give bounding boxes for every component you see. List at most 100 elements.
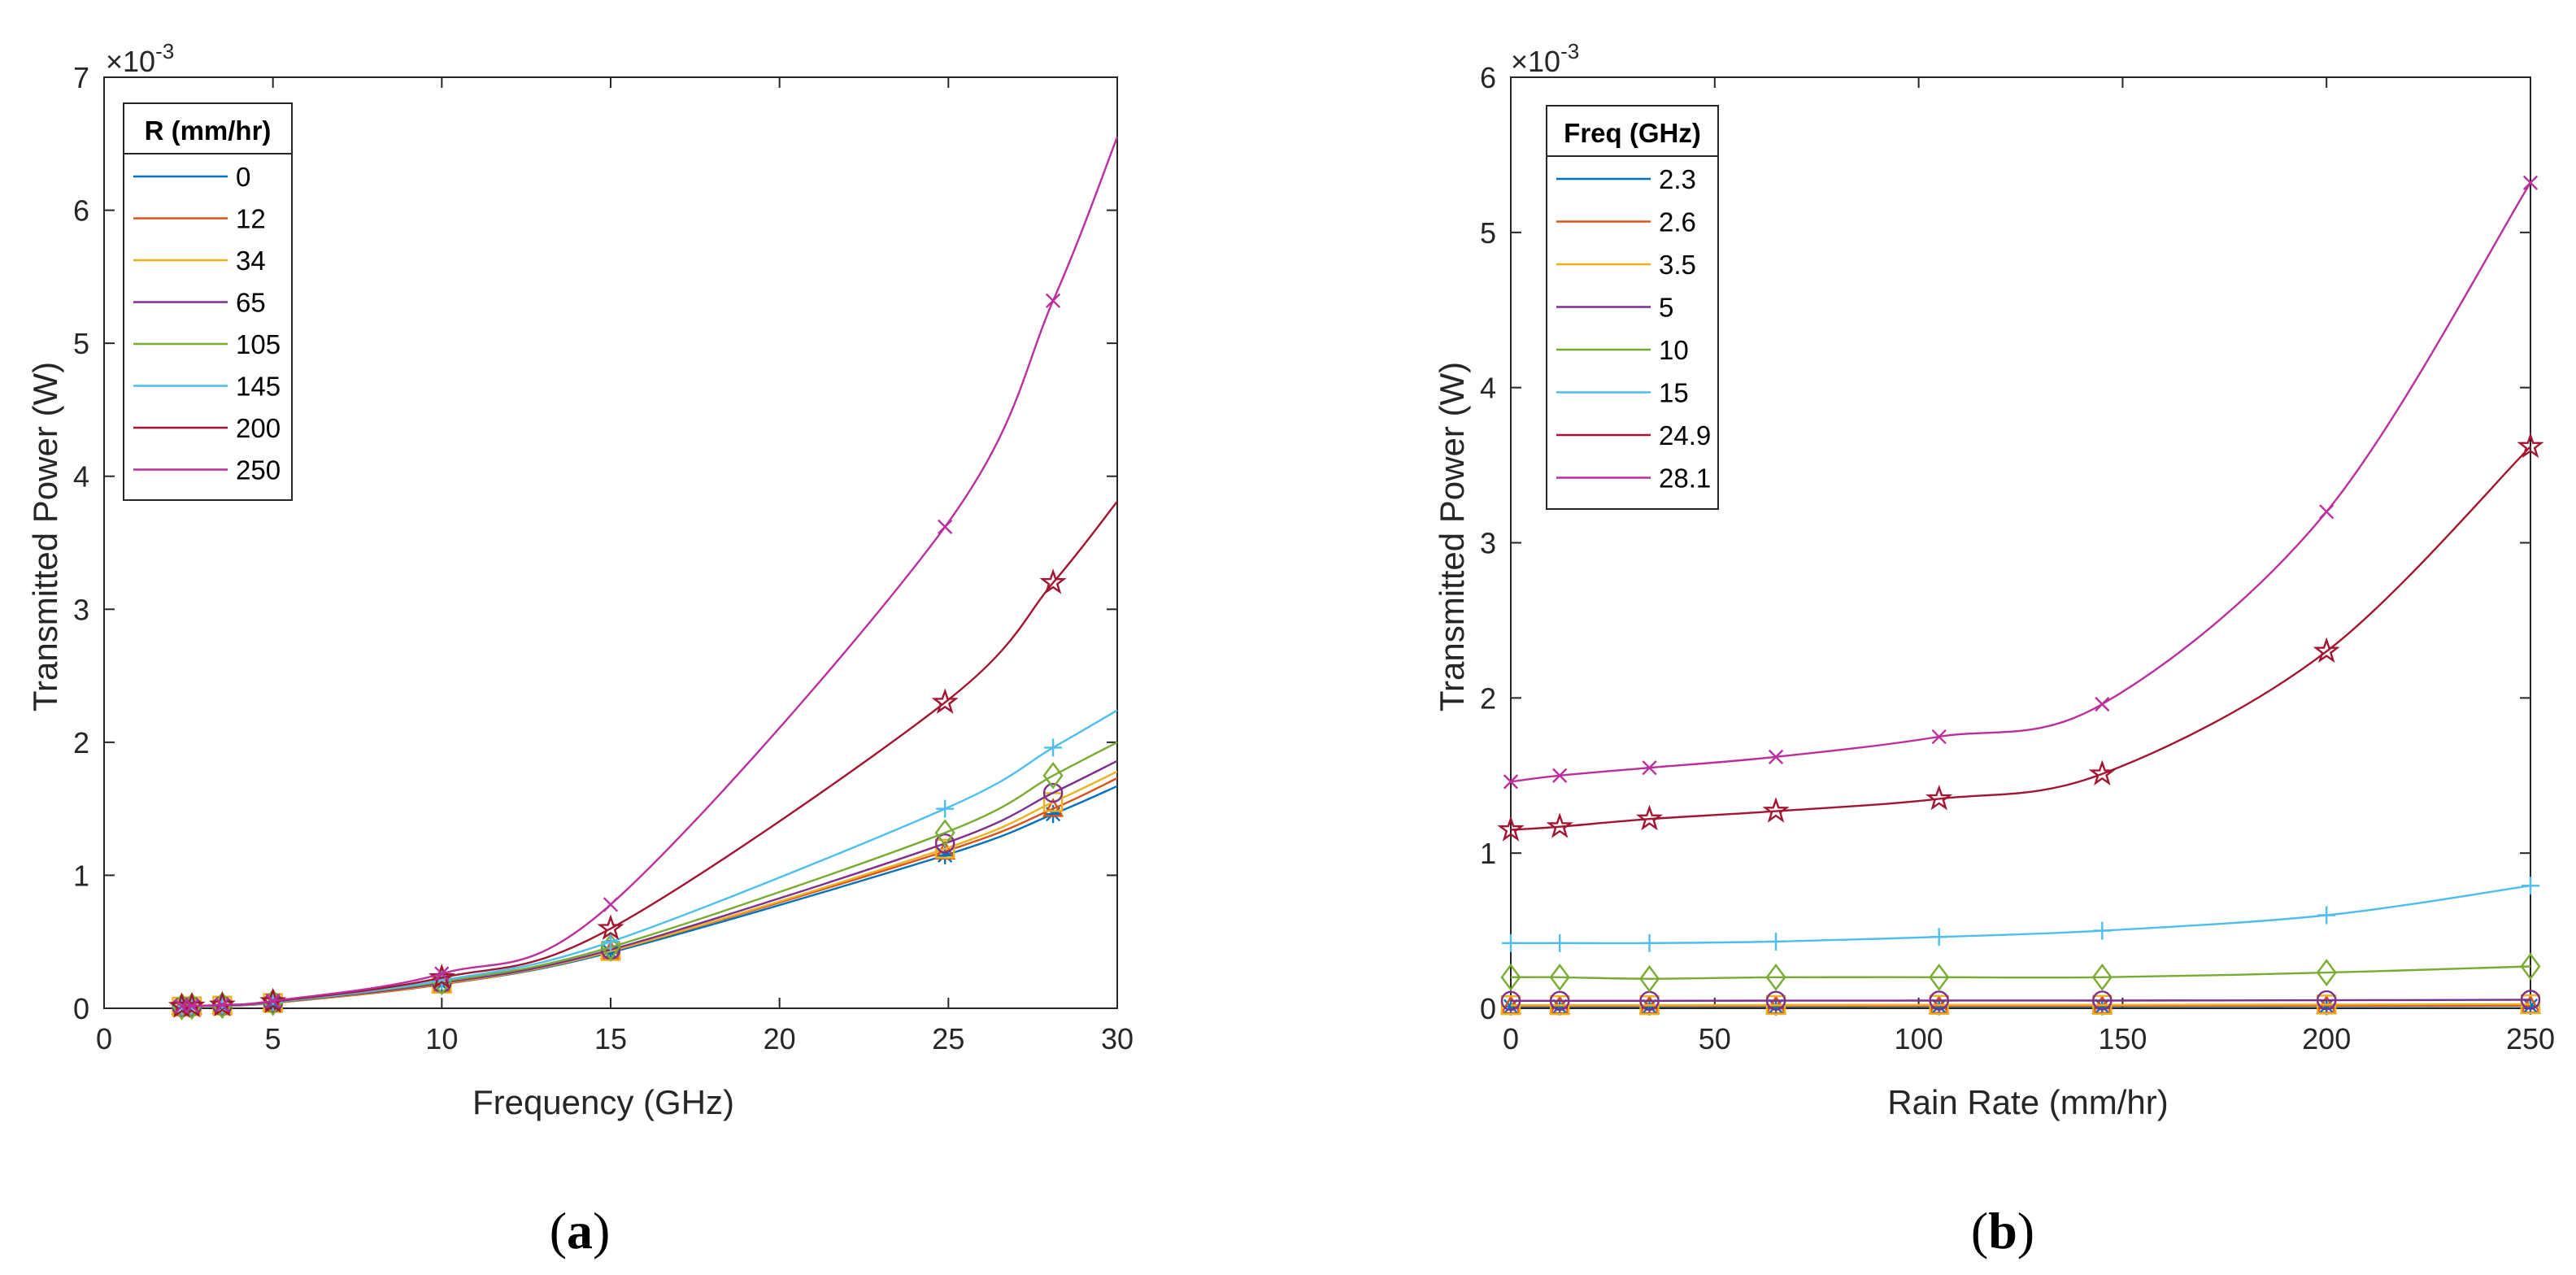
chart-b-data-point: [1640, 933, 1659, 952]
chart-b-legend-label: 28.1: [1659, 463, 1711, 494]
chart-b-data-point: [2319, 504, 2334, 520]
chart-b-y-tick-label: 6: [1480, 61, 1496, 94]
chart-b-data-point: [1642, 760, 1657, 776]
chart-a-data-point: [938, 519, 953, 534]
chart-b-data-point: [1549, 963, 1570, 991]
chart-a-x-tick-label: 5: [265, 1022, 281, 1055]
chart-a-data-point: [934, 819, 955, 846]
chart-a-data-point: [936, 799, 955, 818]
chart-b-data-point: [2095, 696, 2110, 712]
chart-b-y-exponent: ×10-3: [1511, 39, 1579, 78]
chart-b-data-point: [1549, 990, 1570, 1012]
chart-b-data-point: [1931, 729, 1947, 745]
chart-b-data-point: [2317, 906, 2336, 925]
chart-b-data-point: [2091, 963, 2113, 991]
chart-a-legend-label: 34: [236, 246, 266, 276]
chart-b-data-point: [1765, 963, 1786, 991]
chart-b-legend-label: 2.3: [1659, 164, 1696, 194]
chart-a-data-point: [931, 688, 959, 714]
chart-b-data-point: [1639, 994, 1660, 1016]
chart-b-data-point: [2517, 432, 2544, 459]
chart-b-data-point: [2092, 990, 2113, 1011]
chart-a-x-tick-label: 0: [96, 1022, 112, 1055]
chart-b-data-point: [2316, 959, 2337, 986]
chart-b-data-point: [1502, 933, 1520, 952]
chart-a-y-tick-label: 1: [73, 859, 89, 892]
chart-b-data-point: [1551, 933, 1569, 952]
chart-b-panel-label: (b): [1971, 1202, 2034, 1260]
chart-b: 0 50 100 150 200 250 0 1 2 3 4 5 6 Freq (GHz) 2.3 2.6 3.…: [1433, 39, 2555, 1260]
chart-b-series-line: [1510, 182, 2532, 783]
chart-a-legend-label: 200: [236, 413, 281, 443]
chart-a-data-point: [602, 933, 620, 951]
chart-b-data-point: [1762, 797, 1790, 823]
chart-b-legend-label: 10: [1659, 335, 1689, 365]
chart-a-y-axis-label: Transmitted Power (W): [26, 362, 64, 711]
chart-a-data-point: [603, 897, 619, 912]
chart-b-data-point: [1500, 990, 1521, 1012]
chart-b-data-point: [1765, 990, 1786, 1011]
chart-b-x-axis-label: Rain Rate (mm/hr): [1887, 1083, 2168, 1121]
chart-b-x-tick-label: 50: [1699, 1022, 1731, 1055]
chart-b-data-point: [1929, 963, 1950, 991]
chart-a-y-tick-label: 0: [73, 992, 89, 1025]
chart-a-y-tick-label: 5: [73, 327, 89, 360]
chart-a-y-tick-label: 3: [73, 593, 89, 626]
chart-b-x-tick-label: 150: [2098, 1022, 2147, 1055]
chart-a-x-tick-label: 15: [594, 1022, 627, 1055]
chart-b-data-point: [2520, 952, 2541, 981]
chart-b-data-point: [1639, 964, 1660, 993]
chart-b-data-point: [2316, 994, 2337, 1015]
chart-a-data-point: [1045, 293, 1061, 308]
chart-a-legend-label: 65: [236, 288, 266, 318]
chart-a-data-point: [1044, 738, 1063, 757]
chart-b-y-tick-label: 0: [1480, 992, 1496, 1025]
chart-b-data-point: [2088, 759, 2116, 785]
chart-a-data-point: [1044, 805, 1063, 824]
chart-b-data-point: [1636, 804, 1664, 831]
chart-b-y-tick-label: 4: [1480, 372, 1496, 405]
chart-b-data-point: [1500, 994, 1521, 1016]
chart-b-legend-title: Freq (GHz): [1564, 118, 1701, 148]
chart-b-legend-label: 2.6: [1659, 207, 1696, 237]
chart-b-x-tick-label: 100: [1895, 1022, 1943, 1055]
chart-a-x-tick-label: 10: [425, 1022, 458, 1055]
chart-b-data-point: [1930, 928, 1948, 946]
chart-b-data-point: [2093, 921, 2112, 940]
chart-b-y-tick-label: 1: [1480, 837, 1496, 870]
chart-b-data-point: [1552, 768, 1568, 783]
chart-a-legend-title: R (mm/hr): [145, 115, 272, 146]
chart-a-data-point: [1042, 782, 1064, 803]
chart-b-data-point: [2313, 637, 2340, 664]
chart-a-data-point: [934, 838, 955, 859]
chart-a-legend-label: 145: [236, 372, 281, 402]
chart-a-legend-label: 12: [236, 204, 266, 234]
chart-a-data-point: [184, 998, 200, 1014]
chart-b-y-tick-label: 2: [1480, 681, 1496, 715]
chart-a-data-point: [215, 997, 230, 1012]
chart-a-panel-label: (a): [550, 1202, 611, 1260]
chart-a-data-point: [1039, 568, 1067, 594]
chart-b-legend-label: 24.9: [1659, 420, 1711, 450]
chart-b-data-point: [1546, 812, 1573, 838]
chart-a-x-axis-label: Frequency (GHz): [472, 1083, 734, 1121]
chart-a-y-tick-label: 4: [73, 460, 89, 494]
chart-b-data-point: [2522, 877, 2539, 895]
chart-b-legend-label: 3.5: [1659, 250, 1696, 280]
chart-b-y-tick-label: 3: [1480, 527, 1496, 560]
chart-b-data-point: [1929, 990, 1949, 1011]
chart-b-data-point: [1497, 816, 1525, 842]
chart-a-data-point: [602, 943, 620, 962]
chart-b-series-line: [1510, 999, 2531, 1003]
chart-a-data-point: [1042, 798, 1064, 817]
chart-a-y-tick-label: 6: [73, 194, 89, 228]
chart-a-data-point: [428, 963, 455, 990]
chart-b-data-point: [1767, 932, 1786, 951]
chart-a-x-tick-label: 20: [764, 1022, 796, 1055]
chart-b-legend-label: 15: [1659, 378, 1689, 408]
chart-a-legend-label: 0: [236, 162, 250, 192]
chart-a-data-point: [265, 993, 281, 1009]
chart-b-x-tick-label: 250: [2506, 1022, 2555, 1055]
